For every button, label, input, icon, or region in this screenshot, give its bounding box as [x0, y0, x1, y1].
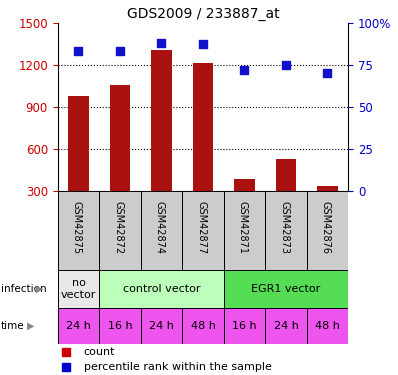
Text: control vector: control vector — [123, 284, 200, 294]
Text: 24 h: 24 h — [149, 321, 174, 331]
Bar — [224, 191, 265, 270]
Text: no
vector: no vector — [61, 278, 96, 300]
Bar — [68, 96, 89, 191]
Point — [200, 42, 206, 48]
Bar — [151, 50, 172, 191]
Text: ▶: ▶ — [27, 321, 34, 331]
Bar — [224, 308, 265, 344]
Point — [283, 62, 289, 68]
Bar — [58, 191, 99, 270]
Bar — [58, 270, 99, 308]
Point — [63, 364, 70, 370]
Text: GSM42876: GSM42876 — [321, 201, 331, 254]
Text: percentile rank within the sample: percentile rank within the sample — [84, 362, 272, 372]
Bar — [99, 191, 141, 270]
Bar — [141, 191, 182, 270]
Point — [241, 67, 248, 73]
Text: count: count — [84, 347, 115, 357]
Bar — [109, 85, 131, 191]
Text: 16 h: 16 h — [107, 321, 132, 331]
Bar — [58, 308, 99, 344]
Text: infection: infection — [1, 284, 47, 294]
Text: GSM42877: GSM42877 — [196, 201, 206, 254]
Text: 24 h: 24 h — [273, 321, 298, 331]
Bar — [317, 186, 338, 191]
Point — [158, 40, 165, 46]
Bar — [234, 178, 255, 191]
Bar — [182, 308, 224, 344]
Bar — [99, 270, 224, 308]
Text: EGR1 vector: EGR1 vector — [252, 284, 321, 294]
Point — [63, 349, 70, 355]
Text: 48 h: 48 h — [315, 321, 340, 331]
Point — [75, 48, 82, 54]
Bar — [193, 63, 213, 191]
Bar — [182, 191, 224, 270]
Bar — [224, 270, 348, 308]
Text: 16 h: 16 h — [232, 321, 257, 331]
Point — [324, 70, 331, 76]
Point — [117, 48, 123, 54]
Bar — [265, 191, 307, 270]
Bar — [265, 308, 307, 344]
Text: 24 h: 24 h — [66, 321, 91, 331]
Bar — [307, 308, 348, 344]
Text: GSM42873: GSM42873 — [279, 201, 289, 254]
Bar — [141, 308, 182, 344]
Text: GSM42875: GSM42875 — [72, 201, 82, 254]
Text: GSM42871: GSM42871 — [238, 201, 248, 254]
Text: time: time — [1, 321, 24, 331]
Bar — [307, 191, 348, 270]
Text: ▶: ▶ — [36, 284, 43, 294]
Text: 48 h: 48 h — [191, 321, 215, 331]
Bar — [276, 159, 297, 191]
Text: GSM42874: GSM42874 — [155, 201, 165, 254]
Title: GDS2009 / 233887_at: GDS2009 / 233887_at — [127, 8, 279, 21]
Bar — [99, 308, 141, 344]
Text: GSM42872: GSM42872 — [113, 201, 123, 254]
